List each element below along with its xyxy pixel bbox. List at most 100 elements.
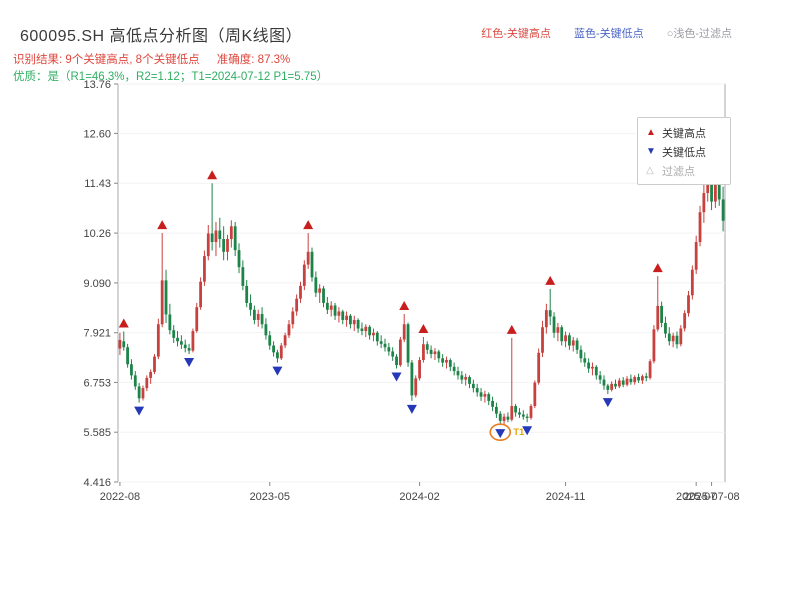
candle-body bbox=[222, 239, 226, 252]
top-legend-item-low: 蓝色-关键低点 bbox=[573, 28, 644, 40]
candle-body bbox=[683, 313, 687, 329]
legend-label: 关键低点 bbox=[662, 146, 706, 159]
candle-body bbox=[418, 360, 421, 379]
candle-body bbox=[260, 314, 264, 325]
candle-body bbox=[337, 311, 341, 316]
candle-body bbox=[702, 193, 706, 213]
candle-body bbox=[644, 376, 648, 378]
legend-label: 关键高点 bbox=[662, 127, 706, 140]
candle-body bbox=[314, 277, 318, 293]
candle-body bbox=[176, 337, 179, 342]
key-low-triangle-icon: ▼ bbox=[646, 145, 656, 157]
candle-body bbox=[594, 366, 598, 376]
color-legend: 红色-关键高点 蓝色-关键低点 ○浅色-过滤点 bbox=[461, 25, 732, 41]
candle-body bbox=[491, 400, 494, 407]
candle-body bbox=[360, 328, 364, 332]
candle-body bbox=[548, 310, 552, 317]
candle-body bbox=[233, 226, 237, 251]
key-high-marker bbox=[399, 301, 410, 311]
candle-body bbox=[406, 324, 410, 363]
candle-body bbox=[172, 330, 176, 338]
chart-legend: ▲ 关键高点 ▼ 关键低点 △ 过滤点 bbox=[637, 117, 731, 185]
accuracy-value: 准确度: 87.3% bbox=[216, 54, 291, 66]
candle-body bbox=[633, 377, 637, 383]
candle-body bbox=[687, 295, 690, 314]
candle-body bbox=[533, 382, 537, 407]
candle-body bbox=[387, 347, 391, 352]
candle-body bbox=[717, 176, 721, 200]
candle-body bbox=[306, 251, 310, 265]
candle-body bbox=[141, 388, 145, 399]
candlestick-chart: 13.76 12.60 11.43 10.26 9.090 7.921 6.753 5.585… bbox=[83, 79, 739, 503]
candle-body bbox=[529, 406, 533, 418]
x-tick-label: 2022-08 bbox=[100, 491, 140, 503]
page-title: 600095.SH 高低点分析图（周K线图） bbox=[20, 28, 303, 45]
candle-body bbox=[671, 335, 675, 342]
candle-body bbox=[552, 316, 556, 333]
candle-body bbox=[694, 242, 698, 270]
candle-body bbox=[160, 280, 164, 325]
candle-body bbox=[226, 239, 229, 252]
candle-body bbox=[179, 341, 183, 345]
candle-body bbox=[721, 199, 725, 221]
candle-body bbox=[249, 302, 252, 310]
key-low-marker bbox=[495, 429, 506, 439]
x-tick-label: 2025-07 bbox=[676, 491, 716, 503]
top-legend-item-filtered: ○浅色-过滤点 bbox=[666, 28, 732, 40]
candle-body bbox=[514, 406, 518, 413]
candle-body bbox=[475, 388, 479, 393]
candle-body bbox=[318, 288, 322, 293]
candle-body bbox=[126, 347, 130, 365]
candle-body bbox=[214, 230, 218, 243]
candle-body bbox=[268, 335, 272, 346]
candle-body bbox=[425, 344, 429, 350]
candle-body bbox=[690, 269, 694, 296]
y-tick-label: 9.090 bbox=[83, 278, 111, 290]
key-low-marker bbox=[406, 404, 417, 414]
x-tick-label: 2024-11 bbox=[546, 491, 586, 503]
candle-body bbox=[525, 416, 529, 418]
candle-body bbox=[122, 341, 126, 348]
y-tick-label: 10.26 bbox=[83, 228, 111, 240]
key-high-marker bbox=[506, 324, 517, 334]
candle-body bbox=[229, 226, 233, 240]
top-legend-item-high: 红色-关键高点 bbox=[481, 28, 551, 40]
candle-body bbox=[445, 360, 448, 363]
candle-body bbox=[245, 285, 249, 303]
candle-body bbox=[587, 362, 591, 369]
candle-body bbox=[379, 341, 383, 344]
candle-body bbox=[383, 343, 387, 348]
candle-body bbox=[679, 328, 683, 345]
candle-body bbox=[621, 380, 625, 385]
legend-item-key-low: ▼ 关键低点 bbox=[646, 142, 722, 161]
key-low-marker bbox=[134, 406, 145, 416]
candle-body bbox=[583, 358, 587, 363]
candle-body bbox=[137, 386, 141, 399]
candle-body bbox=[429, 349, 433, 355]
candle-body bbox=[579, 349, 583, 359]
filtered-triangle-icon: △ bbox=[646, 164, 654, 176]
y-tick-label: 4.416 bbox=[83, 477, 111, 489]
candle-body bbox=[203, 256, 206, 282]
candle-body bbox=[560, 327, 564, 342]
candle-body bbox=[575, 340, 579, 350]
candle-body bbox=[302, 264, 306, 286]
candle-body bbox=[372, 332, 375, 336]
candle-body bbox=[660, 305, 664, 323]
candle-body bbox=[352, 319, 356, 325]
candle-body bbox=[183, 344, 187, 349]
candle-body bbox=[710, 176, 713, 202]
candle-body bbox=[598, 375, 602, 380]
candle-body bbox=[564, 335, 567, 342]
candle-body bbox=[283, 335, 287, 346]
candle-body bbox=[349, 315, 352, 325]
candle-body bbox=[210, 233, 214, 243]
candle-body bbox=[153, 356, 156, 372]
x-tick-label: 2025-07-08 bbox=[683, 491, 739, 503]
candle-body bbox=[398, 339, 402, 366]
key-high-marker bbox=[652, 263, 663, 273]
candle-body bbox=[571, 340, 575, 346]
candle-body bbox=[614, 383, 617, 387]
candle-body bbox=[698, 212, 702, 243]
y-tick-label: 5.585 bbox=[83, 427, 111, 439]
